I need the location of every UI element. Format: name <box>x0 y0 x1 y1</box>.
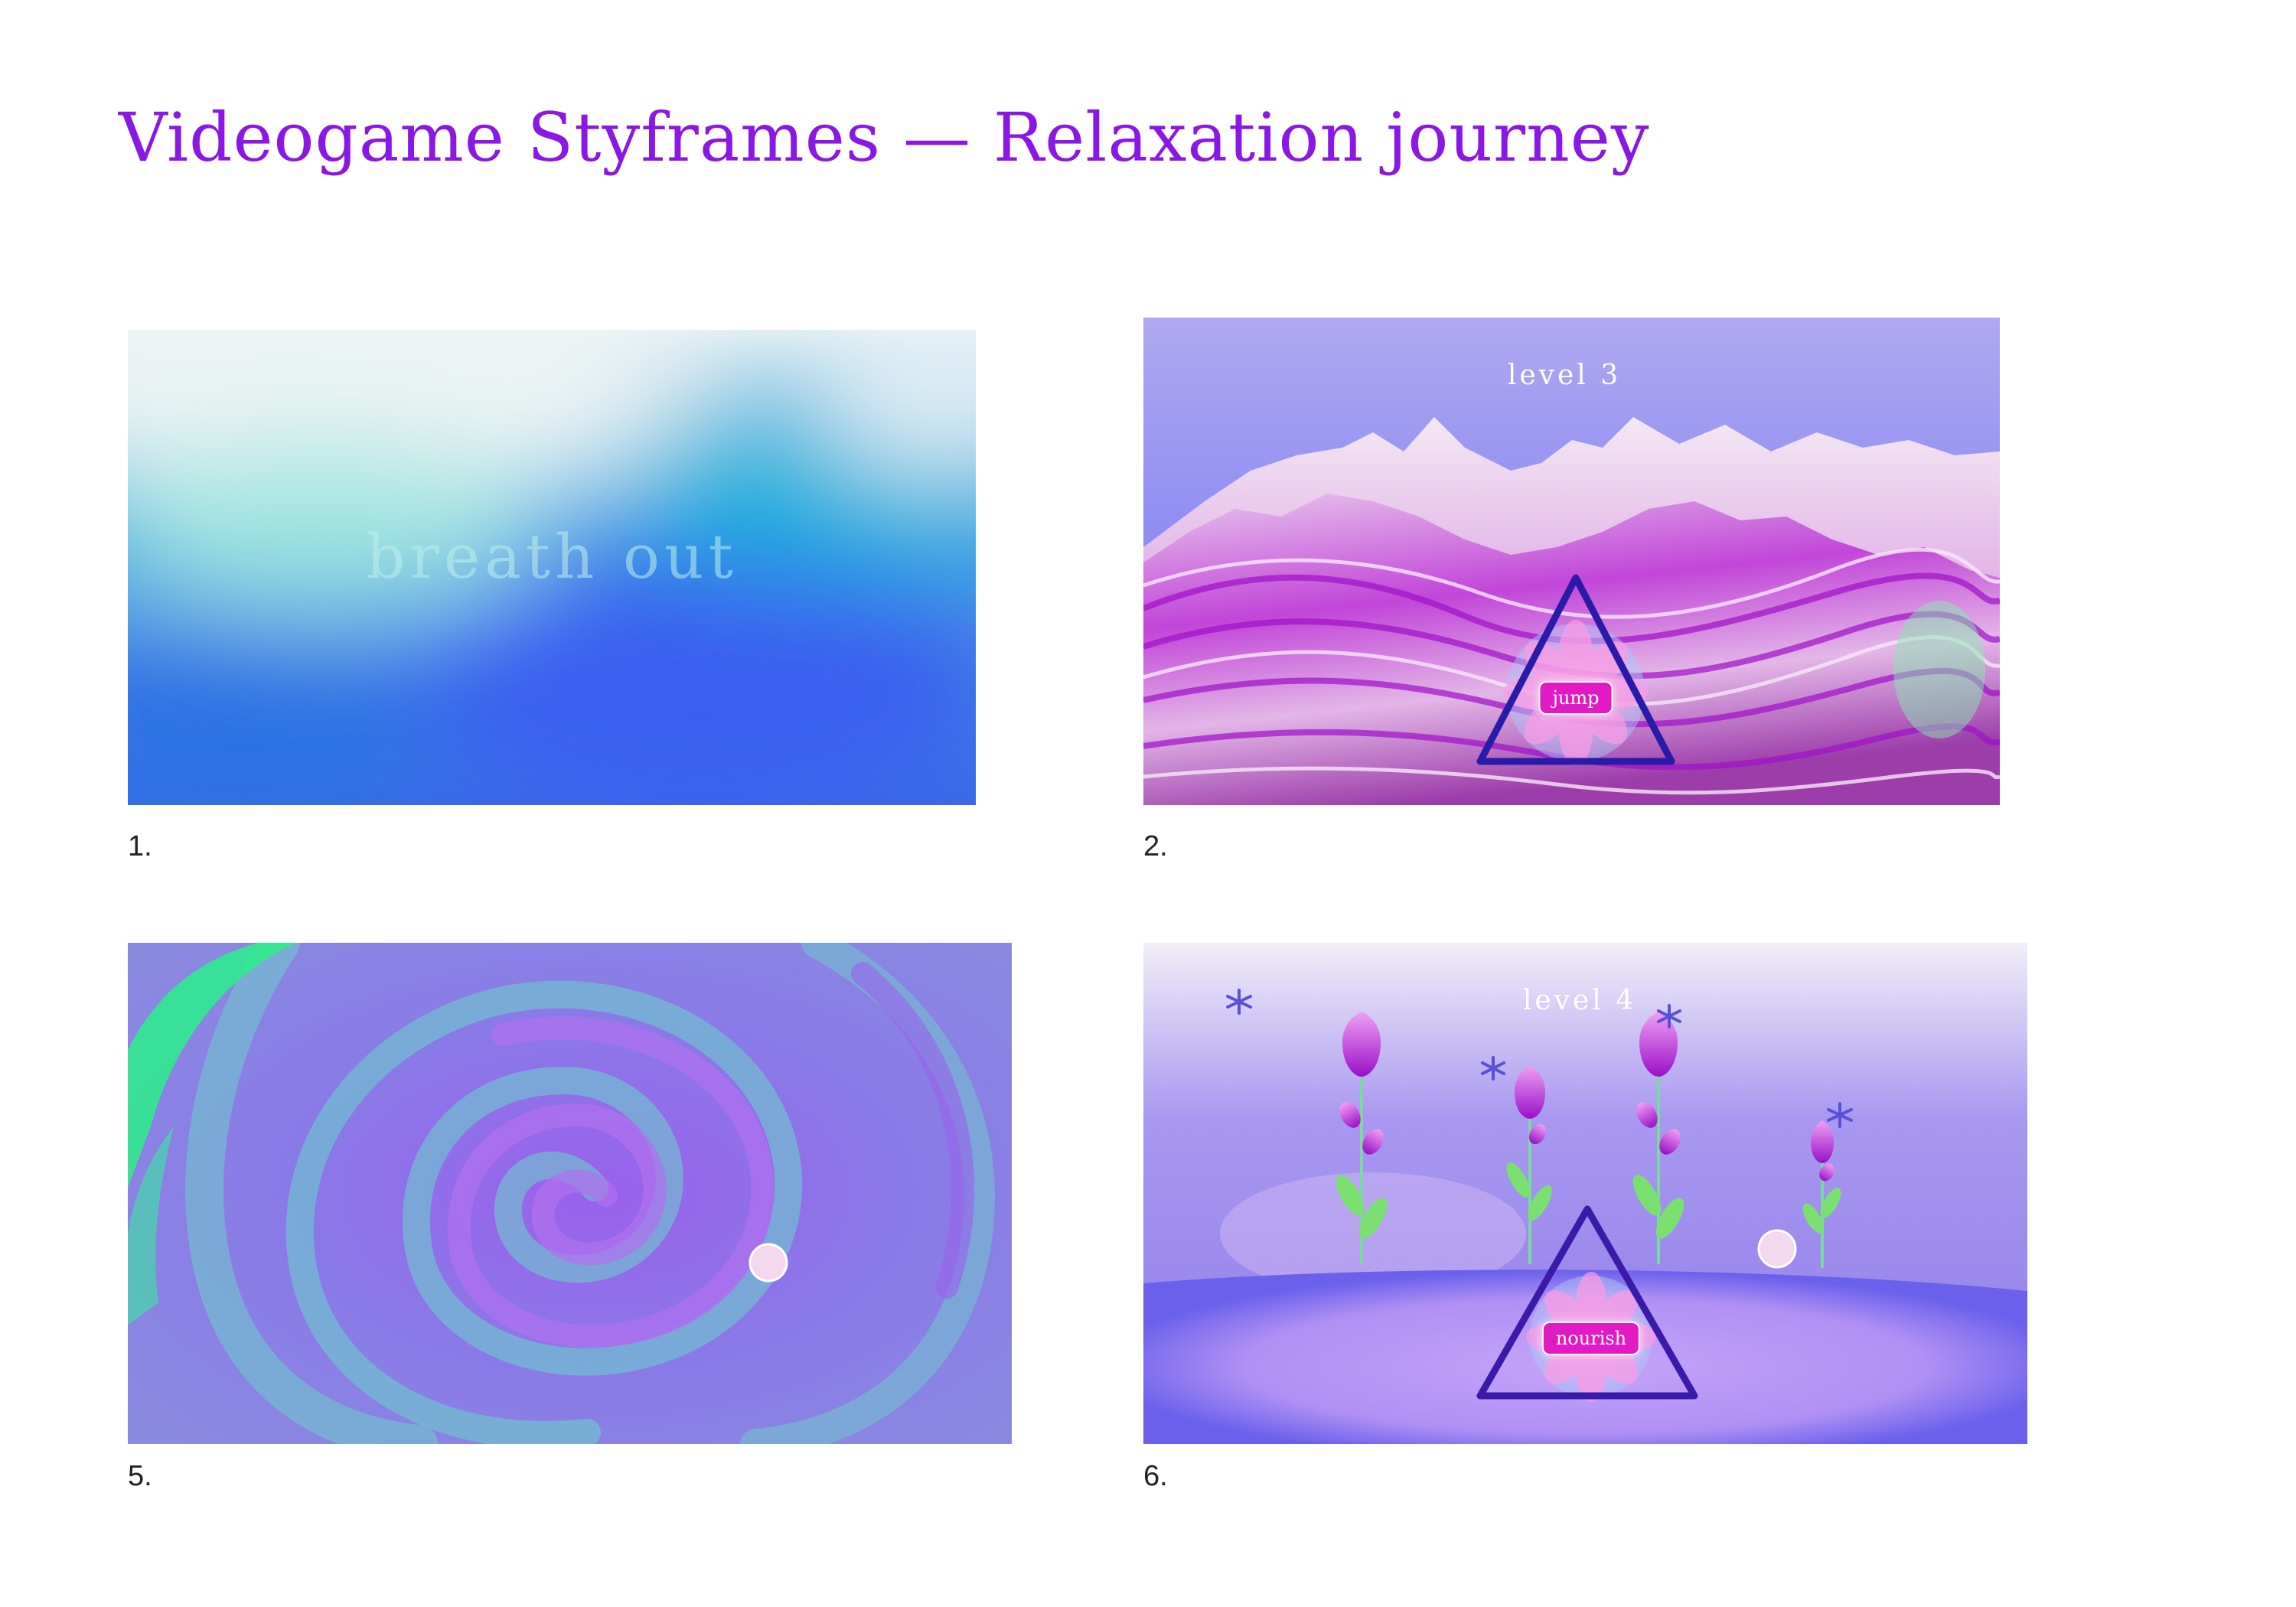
orb-icon <box>748 1243 788 1283</box>
caption-1: 1. <box>128 830 152 862</box>
tulip-icon <box>1336 1012 1388 1264</box>
styleframe-5 <box>128 943 1012 1444</box>
jump-button[interactable]: jump <box>1538 681 1613 715</box>
gradient-background <box>128 330 976 805</box>
caption-5: 5. <box>128 1460 152 1492</box>
triangle-icon <box>1476 574 1675 765</box>
styleframe-2: level 3 jump <box>1143 318 2000 805</box>
tulip-icon <box>1632 1012 1684 1264</box>
tulip-icon <box>1506 1065 1552 1264</box>
nourish-button[interactable]: nourish <box>1541 1322 1641 1355</box>
caption-6: 6. <box>1143 1460 1168 1492</box>
swirl-background <box>128 943 1012 1444</box>
styleframe-6: level 4 nourish <box>1143 943 2027 1444</box>
caption-2: 2. <box>1143 830 1168 862</box>
breath-out-text: breath out <box>366 521 738 592</box>
tulip-icon <box>1802 1120 1841 1268</box>
mountain-range <box>1143 318 2000 805</box>
sparkle-icon <box>1226 989 1853 1128</box>
level-4-label: level 4 <box>1522 985 1637 1016</box>
orb-icon <box>1757 1229 1797 1269</box>
level-3-label: level 3 <box>1507 360 1622 391</box>
triangle-icon <box>1476 1205 1698 1400</box>
meadow-scene <box>1143 943 2027 1444</box>
styleframe-1: breath out <box>128 330 976 805</box>
page-title: Videogame Styframes — Relaxation journey <box>119 98 1650 177</box>
